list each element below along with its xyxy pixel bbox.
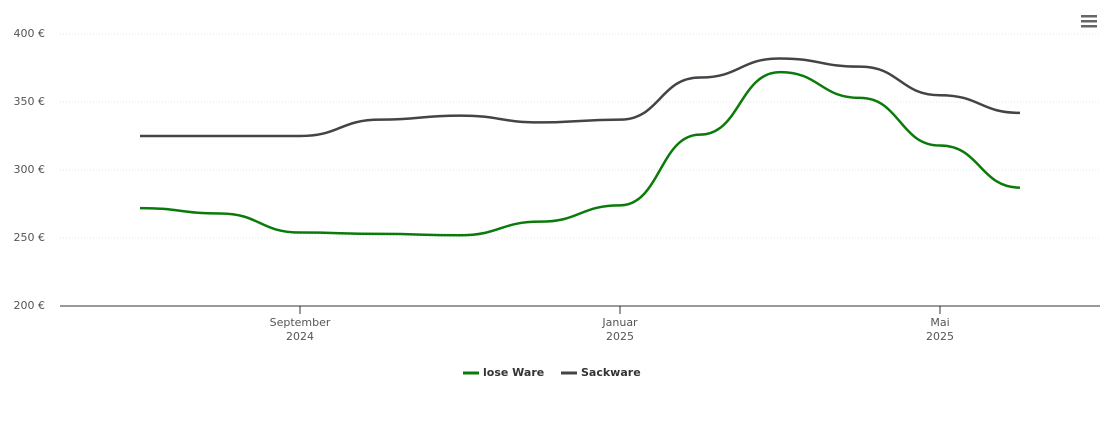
x-tick-year: 2024 bbox=[286, 330, 314, 343]
y-tick-label: 200 € bbox=[14, 299, 46, 312]
legend-label: lose Ware bbox=[483, 366, 544, 379]
y-tick-label: 300 € bbox=[14, 163, 46, 176]
x-tick-year: 2025 bbox=[926, 330, 954, 343]
y-tick-label: 350 € bbox=[14, 95, 46, 108]
x-tick-label: Mai bbox=[930, 316, 949, 329]
legend-label: Sackware bbox=[581, 366, 641, 379]
menu-icon[interactable] bbox=[1081, 15, 1097, 28]
legend-item[interactable]: lose Ware bbox=[463, 366, 544, 379]
x-tick-label: September bbox=[270, 316, 331, 329]
y-tick-label: 400 € bbox=[14, 27, 46, 40]
series-line bbox=[140, 57, 1021, 138]
x-tick-year: 2025 bbox=[606, 330, 634, 343]
legend-item[interactable]: Sackware bbox=[561, 366, 641, 379]
x-tick-label: Januar bbox=[601, 316, 638, 329]
series-line bbox=[139, 70, 1021, 237]
y-tick-label: 250 € bbox=[14, 231, 46, 244]
